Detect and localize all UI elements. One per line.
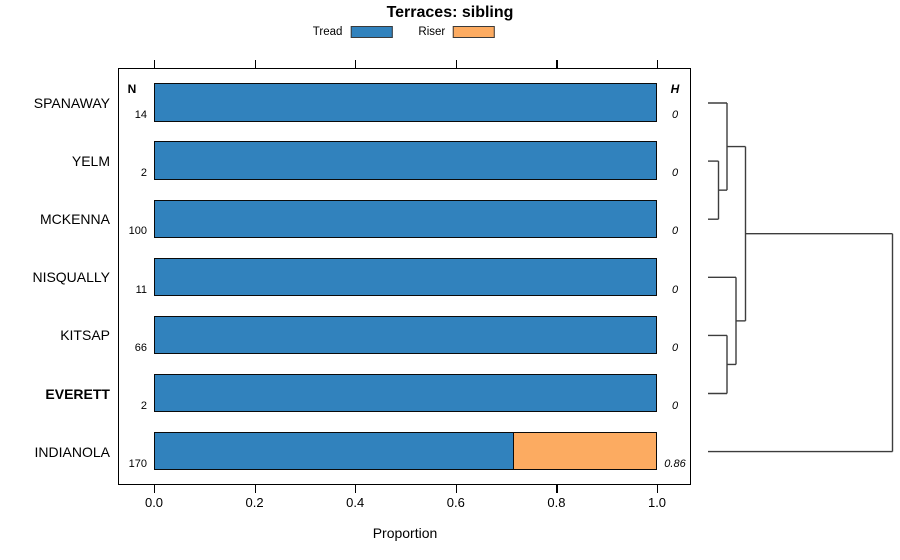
legend-item-riser: Riser bbox=[418, 26, 496, 38]
category-label: YELM bbox=[71, 153, 110, 170]
category-label: INDIANOLA bbox=[34, 443, 110, 460]
x-tick-label: 0.8 bbox=[547, 495, 566, 510]
bar-row bbox=[153, 431, 657, 471]
x-tick-bottom bbox=[556, 485, 558, 493]
x-tick-label: 0.6 bbox=[446, 495, 465, 510]
x-tick-bottom bbox=[355, 485, 357, 493]
x-tick-label: 0.2 bbox=[245, 495, 264, 510]
x-tick-top bbox=[154, 60, 156, 68]
x-tick-label: 0.4 bbox=[346, 495, 365, 510]
bar-row bbox=[153, 373, 657, 413]
bar-segment-tread bbox=[154, 374, 656, 412]
bar-row bbox=[153, 199, 657, 239]
h-value: 0 bbox=[671, 225, 679, 238]
plot-area bbox=[118, 68, 691, 485]
h-value: 0 bbox=[671, 167, 679, 180]
n-value: 11 bbox=[135, 283, 147, 296]
x-tick-top bbox=[355, 60, 357, 68]
n-value: 100 bbox=[128, 225, 147, 238]
x-tick-label: 1.0 bbox=[647, 495, 667, 510]
n-value: 66 bbox=[134, 341, 147, 354]
h-value: 0 bbox=[671, 283, 679, 296]
x-tick-top bbox=[455, 60, 458, 68]
x-tick-bottom bbox=[455, 485, 458, 493]
bar-segment-tread bbox=[154, 432, 513, 470]
n-column-header: N bbox=[127, 82, 137, 96]
h-value: 0 bbox=[671, 341, 679, 354]
chart-title: Terraces: sibling bbox=[386, 4, 514, 21]
h-value: 0.86 bbox=[664, 457, 686, 470]
x-tick-bottom bbox=[657, 485, 659, 493]
legend-swatch-riser bbox=[453, 26, 496, 38]
legend-item-tread: Tread bbox=[313, 26, 393, 38]
bar-segment-tread bbox=[154, 200, 656, 238]
x-axis-title: Proportion bbox=[372, 525, 438, 541]
bar-row bbox=[153, 83, 657, 122]
legend: Tread Riser bbox=[313, 26, 496, 38]
bar-segment-tread bbox=[154, 316, 656, 354]
n-value: 2 bbox=[140, 399, 147, 412]
bar-segment-tread bbox=[154, 142, 656, 179]
bar-row bbox=[153, 315, 657, 355]
category-label: EVERETT bbox=[45, 385, 110, 402]
bar-row bbox=[153, 257, 657, 297]
h-column-header: H bbox=[670, 82, 680, 96]
legend-label-riser: Riser bbox=[418, 26, 446, 38]
bar-segment-tread bbox=[154, 258, 656, 296]
bar-segment-tread bbox=[154, 84, 656, 121]
n-value: 14 bbox=[134, 109, 147, 122]
n-value: 170 bbox=[128, 457, 147, 470]
category-label: NISQUALLY bbox=[32, 269, 110, 286]
x-tick-bottom bbox=[254, 485, 256, 493]
h-value: 0 bbox=[671, 109, 679, 122]
category-label: SPANAWAY bbox=[33, 95, 110, 111]
x-tick-label: 0.0 bbox=[144, 495, 164, 510]
bar-segment-riser bbox=[512, 432, 656, 470]
category-label: KITSAP bbox=[60, 327, 110, 344]
n-value: 2 bbox=[140, 167, 147, 180]
x-tick-top bbox=[657, 60, 659, 68]
x-tick-bottom bbox=[154, 485, 156, 493]
bar-row bbox=[153, 141, 657, 180]
x-tick-top bbox=[556, 60, 558, 68]
legend-label-tread: Tread bbox=[312, 26, 343, 38]
legend-swatch-tread bbox=[350, 26, 393, 38]
h-value: 0 bbox=[671, 399, 679, 412]
category-label: MCKENNA bbox=[39, 211, 110, 228]
x-tick-top bbox=[254, 60, 256, 68]
